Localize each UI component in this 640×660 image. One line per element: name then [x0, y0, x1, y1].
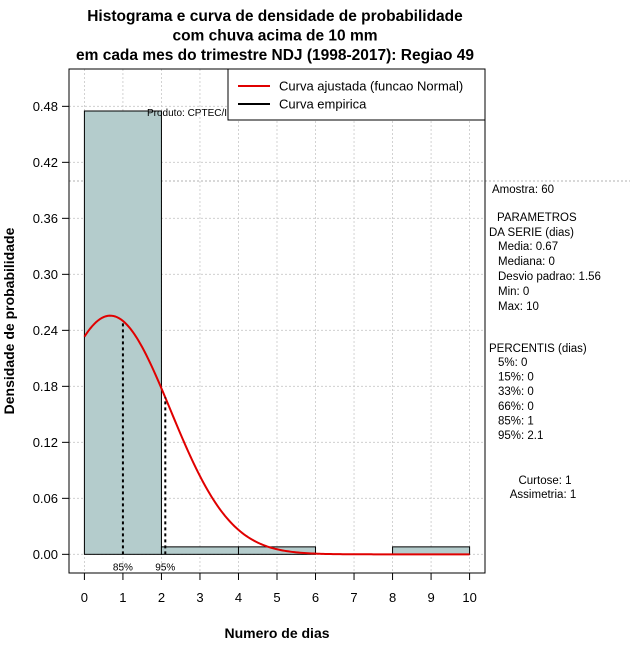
percentile-value: 85%: 1	[498, 415, 534, 427]
x-tick-label: 4	[235, 590, 242, 605]
percentile-value: 66%: 0	[498, 401, 534, 413]
histogram-bar	[392, 546, 471, 555]
percentis-header: PERCENTIS (dias)	[489, 343, 587, 355]
params-header: PARAMETROS	[497, 212, 577, 224]
histogram-bar	[237, 546, 317, 555]
legend-label-fitted: Curva ajustada (funcao Normal)	[279, 79, 463, 94]
percentile-value: 15%: 0	[498, 372, 534, 384]
x-tick-label: 8	[389, 590, 396, 605]
param-value: Media: 0.67	[498, 241, 558, 253]
y-tick-label: 0.00	[33, 547, 58, 562]
chart-title-line: com chuva acima de 10 mm	[172, 28, 377, 45]
percentile-markers: 85% 95%	[113, 320, 175, 573]
x-tick-label: 6	[312, 590, 319, 605]
fitted-curve-group	[83, 314, 470, 556]
x-tick-label: 2	[158, 590, 165, 605]
sample-size: Amostra: 60	[492, 184, 554, 196]
percentile-value: 33%: 0	[498, 386, 534, 398]
percentile-label: 95%	[155, 562, 175, 573]
percentile-value: 95%: 2.1	[498, 430, 543, 442]
legend-label-empirical: Curva empirica	[279, 97, 367, 112]
y-tick-label: 0.42	[33, 155, 58, 170]
stats-panel: Amostra: 60 PARAMETROS DA SERIE (dias) Medi…	[489, 184, 601, 501]
y-tick-label: 0.30	[33, 267, 58, 282]
fitted-normal-curve	[83, 314, 470, 556]
x-tick-label: 5	[273, 590, 280, 605]
param-value: Min: 0	[498, 286, 529, 298]
percentile-label: 85%	[113, 562, 133, 573]
y-axis-title: Densidade de probabilidade	[1, 227, 17, 414]
x-tick-label: 0	[81, 590, 88, 605]
x-axis: 0 1 2 3 4 5 6 7 8 9 10	[81, 573, 477, 605]
param-value: Desvio padrao: 1.56	[498, 271, 601, 283]
histogram-bar	[160, 546, 239, 555]
legend: Curva ajustada (funcao Normal) Curva empi…	[227, 68, 486, 121]
legend-box	[227, 68, 486, 121]
skewness: Assimetria: 1	[510, 489, 576, 501]
chart-title-line: em cada mes do trimestre NDJ (1998-2017)…	[76, 47, 474, 64]
y-tick-label: 0.06	[33, 491, 58, 506]
chart-title: Histograma e curva de densidade de proba…	[76, 8, 474, 64]
param-value: Mediana: 0	[498, 256, 555, 268]
y-tick-label: 0.24	[33, 323, 58, 338]
x-tick-label: 9	[427, 590, 434, 605]
x-tick-label: 1	[119, 590, 126, 605]
kurtosis: Curtose: 1	[518, 475, 571, 487]
chart-title-line: Histograma e curva de densidade de proba…	[87, 8, 463, 25]
params-header: DA SERIE (dias)	[489, 227, 574, 239]
percentile-value: 5%: 0	[498, 357, 527, 369]
product-label: Produto: CPTEC/INPE	[147, 108, 248, 119]
y-tick-label: 0.18	[33, 379, 58, 394]
y-tick-label: 0.48	[33, 99, 58, 114]
param-value: Max: 10	[498, 301, 539, 313]
x-tick-label: 7	[350, 590, 357, 605]
x-tick-label: 3	[196, 590, 203, 605]
y-tick-label: 0.36	[33, 211, 58, 226]
y-tick-label: 0.12	[33, 435, 58, 450]
x-tick-label: 10	[462, 590, 476, 605]
y-axis: 0.00 0.06 0.12 0.18 0.24 0.30 0.36 0.42 0.48	[33, 99, 69, 562]
x-axis-title: Numero de dias	[224, 625, 329, 641]
